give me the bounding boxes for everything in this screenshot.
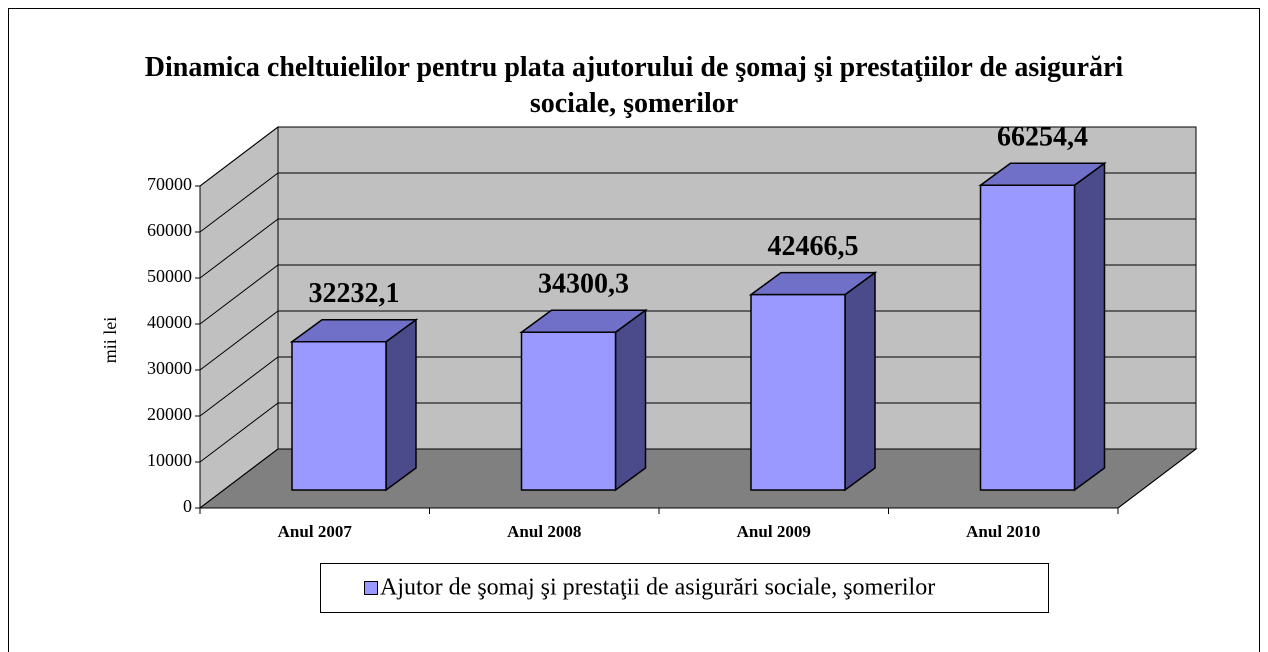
y-tick-label: 60000 [147,220,192,240]
y-tick-label: 70000 [147,174,192,194]
value-label: 34300,3 [538,269,629,300]
bar [520,331,617,491]
bar [750,293,846,491]
bar [291,340,387,491]
grid-line [199,448,1196,509]
x-tick-label: Anul 2008 [507,522,581,541]
y-tick-label: 30000 [147,358,192,378]
grid-line [199,126,1196,187]
grid-line [199,264,1196,325]
value-label: 66254,4 [997,122,1088,153]
y-axis-label: mii lei [100,317,120,364]
y-tick-label: 20000 [147,404,192,424]
grid-line [199,402,1196,463]
value-label: 42466,5 [768,231,859,262]
chart-border [8,8,1260,652]
y-tick-label: 0 [183,496,192,516]
legend-swatch [364,581,378,595]
value-label: 32232,1 [309,278,400,309]
y-tick-label: 10000 [147,450,192,470]
legend-label: Ajutor de şomaj şi prestaţii de asigurăr… [380,575,935,601]
y-tick-label: 50000 [147,266,192,286]
x-tick-label: Anul 2009 [737,522,811,541]
x-tick-label: Anul 2007 [278,522,353,541]
legend [320,563,1049,613]
grid-line [199,356,1196,417]
chart-title: Dinamica cheltuielilor pentru plata ajut… [144,52,1124,119]
left-wall [199,125,279,510]
y-tick-label: 40000 [147,312,192,332]
x-tick-label: Anul 2010 [966,522,1040,541]
bar-side [844,271,876,492]
grid-line [199,310,1196,371]
bar-side [1073,161,1106,492]
grid-line [199,218,1196,279]
grid-line [199,172,1196,233]
bar [979,184,1076,491]
bar-side [614,308,647,492]
bar-side [385,318,417,492]
